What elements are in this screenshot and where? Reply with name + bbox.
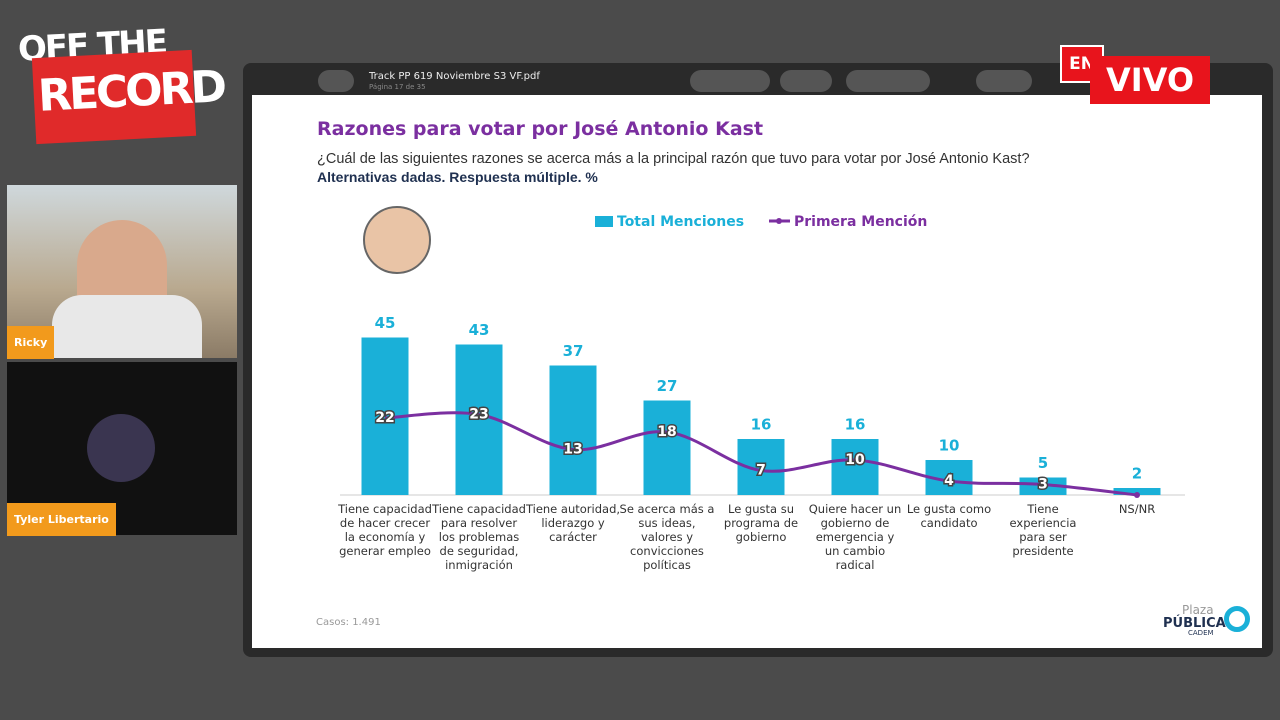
line-value-label: 18 <box>657 424 676 440</box>
sidebar-button[interactable] <box>318 70 354 92</box>
bar-value-label: 16 <box>845 416 866 434</box>
markup-button[interactable] <box>780 70 832 92</box>
line <box>384 411 1138 497</box>
line-value-label: 4 <box>944 473 954 489</box>
bar <box>643 400 691 495</box>
name-tag: Ricky <box>7 326 55 359</box>
bar-value-label: 43 <box>469 321 490 339</box>
x-tick-label: NS/NR <box>1118 502 1156 516</box>
line-value-label: 3 <box>1038 477 1048 493</box>
bar <box>549 365 597 495</box>
avatar <box>87 414 155 482</box>
line-value-label: 22 <box>375 410 394 426</box>
legend-swatch <box>776 218 782 224</box>
filename: Track PP 619 Noviembre S3 VF.pdf <box>369 71 540 82</box>
chart-subtitle: ¿Cuál de las siguientes razones se acerc… <box>317 151 1030 167</box>
line-point <box>1134 492 1140 498</box>
footnote: Casos: 1.491 <box>316 617 381 628</box>
bar-value-label: 10 <box>939 437 960 455</box>
bar <box>1113 488 1161 495</box>
bar-value-label: 2 <box>1132 465 1142 483</box>
legend-label: Total Menciones <box>617 214 744 230</box>
bar <box>831 439 879 495</box>
x-tick-label: Le gusta como candidato <box>906 502 992 530</box>
live-vivo: VIVO <box>1090 56 1210 104</box>
shirt <box>52 295 202 358</box>
x-tick-label: Tiene capacidad para resolver los proble… <box>432 502 526 572</box>
x-tick-label: Quiere hacer un gobierno de emergencia y… <box>808 502 902 572</box>
brand-icon <box>1224 606 1250 632</box>
brand-plaza: Plaza <box>1182 603 1214 617</box>
candidate-photo <box>363 206 431 274</box>
chart-title: Razones para votar por José Antonio Kast <box>317 118 764 140</box>
bar-value-label: 27 <box>657 377 678 395</box>
x-tick-label: Tiene capacidad de hacer crecer la econo… <box>338 502 432 558</box>
x-tick-label: Tiene autoridad, liderazgo y carácter <box>525 502 621 544</box>
tool-buttons[interactable] <box>846 70 930 92</box>
share-buttons[interactable] <box>976 70 1032 92</box>
chart-note: Alternativas dadas. Respuesta múltiple. … <box>317 169 598 185</box>
bar-value-label: 45 <box>375 314 396 332</box>
x-tick-label: Se acerca más a sus ideas, valores y con… <box>619 502 715 572</box>
brand-publica: PÚBLICA <box>1163 616 1226 631</box>
line-value-label: 23 <box>469 407 488 423</box>
bar-value-label: 16 <box>751 416 772 434</box>
legend-swatch <box>595 216 613 227</box>
x-tick-label: Tiene experiencia para ser presidente <box>1009 502 1077 558</box>
bar-value-label: 5 <box>1038 454 1048 472</box>
legend-label: Primera Mención <box>794 214 927 230</box>
x-tick-label: Le gusta su programa de gobierno <box>723 502 799 544</box>
zoom-buttons[interactable] <box>690 70 770 92</box>
line-value-label: 13 <box>563 442 582 458</box>
bar <box>1019 477 1067 495</box>
page-indicator: Página 17 de 35 <box>369 83 426 91</box>
name-tag: Tyler Libertario <box>7 503 116 536</box>
pdf-page <box>252 95 1262 648</box>
line-value-label: 10 <box>845 452 865 468</box>
bar-value-label: 37 <box>563 342 584 360</box>
line-value-label: 7 <box>756 463 766 479</box>
brand-cadem: CADEM <box>1188 629 1214 637</box>
